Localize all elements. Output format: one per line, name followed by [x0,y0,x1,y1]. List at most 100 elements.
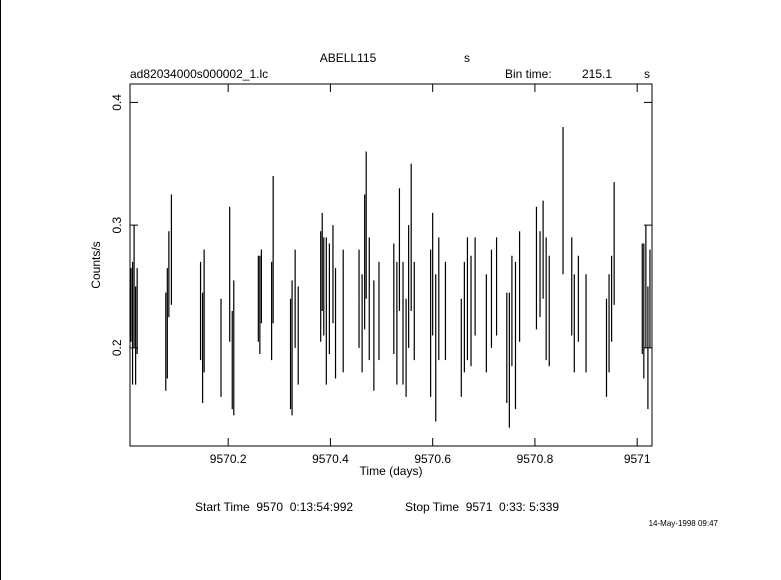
error-bar [136,268,138,354]
error-bar [490,249,493,348]
error-bar [325,237,327,385]
error-bar [342,249,344,373]
error-bar [291,280,293,416]
error-bar [402,261,404,385]
error-bar [545,237,547,361]
error-bar [364,194,366,330]
error-bar [271,261,273,361]
bin-time-label: Bin time: [505,67,552,81]
error-bar [220,298,222,397]
error-bar [405,298,407,397]
error-bar [396,261,398,385]
error-bar [463,261,465,373]
y-tick-label: 0.3 [110,216,124,233]
error-bar [133,225,135,348]
error-bar [398,188,401,312]
error-bar [508,292,510,428]
error-bar [506,292,508,404]
error-bar [460,298,462,397]
error-bar [166,268,168,379]
error-bar [435,274,437,422]
error-bar [571,237,573,336]
error-bar [514,261,517,410]
start-time: Start Time 9570 0:13:54:992 [195,500,353,514]
error-bar [272,176,274,324]
error-bar [231,311,233,410]
error-bar [548,255,550,367]
error-bar [518,231,521,342]
error-bar [378,261,380,361]
error-bar [430,249,432,397]
error-bar [260,249,262,324]
error-bar [645,225,647,348]
error-bar [368,237,370,361]
x-tick-label: 9570.4 [312,452,349,466]
x-tick-label: 9570.6 [414,452,451,466]
x-axis-label: Time (days) [360,464,423,478]
chart-title: ABELL115 [320,51,377,65]
error-bar [535,206,538,330]
error-bar [358,249,360,348]
error-bar [562,126,564,275]
error-bar [199,261,202,361]
error-bar [165,292,167,391]
error-bar [495,237,498,336]
error-bar [542,200,544,299]
error-bar [438,237,440,361]
y-tick-label: 0.2 [110,339,124,356]
error-bar [289,298,292,410]
bin-time-unit: s [644,67,650,81]
error-bar [297,286,299,385]
error-bar [201,292,204,404]
title-unit: s [464,51,470,65]
error-bar [466,237,469,361]
error-bar [485,274,487,373]
error-bar [320,231,322,342]
error-bar [611,255,613,342]
error-bar [203,249,205,373]
error-bar [649,249,651,348]
error-bar [577,255,579,342]
error-bar [361,274,363,373]
error-bar [131,261,134,385]
error-bar [168,231,170,318]
error-bar [321,212,323,312]
error-bar [259,255,261,354]
error-bar [334,268,337,379]
error-bar [413,261,415,361]
error-bar [410,163,412,312]
error-bar [641,243,643,354]
stop-time: Stop Time 9571 0:33: 5:339 [405,500,559,514]
error-bar [257,255,259,342]
error-bar [408,225,410,348]
error-bar [233,280,235,416]
error-bar [511,255,513,367]
x-tick-label: 9570.2 [210,452,247,466]
error-bar [585,274,587,373]
error-bar [608,274,610,373]
error-bar [393,243,395,354]
error-bar [130,268,132,342]
file-name: ad82034000s000002_1.lc [130,67,268,81]
error-bar [323,237,325,336]
error-bar [170,194,173,305]
error-bar [647,286,649,410]
error-bar [365,151,367,299]
error-bar [135,286,137,385]
error-bar [613,182,615,305]
x-tick-label: 9571 [624,452,651,466]
error-bar [294,249,296,348]
error-bar [332,225,334,324]
error-bar [432,212,434,336]
y-tick-label: 0.4 [110,94,124,111]
error-bar [444,261,447,361]
error-bar [328,243,330,354]
bin-time: 215.1 [582,67,612,81]
error-bar [539,231,541,318]
plot-frame [129,83,653,447]
error-bar [229,206,231,342]
error-bar [470,255,472,367]
error-bar [474,237,476,336]
error-bar [643,243,645,379]
